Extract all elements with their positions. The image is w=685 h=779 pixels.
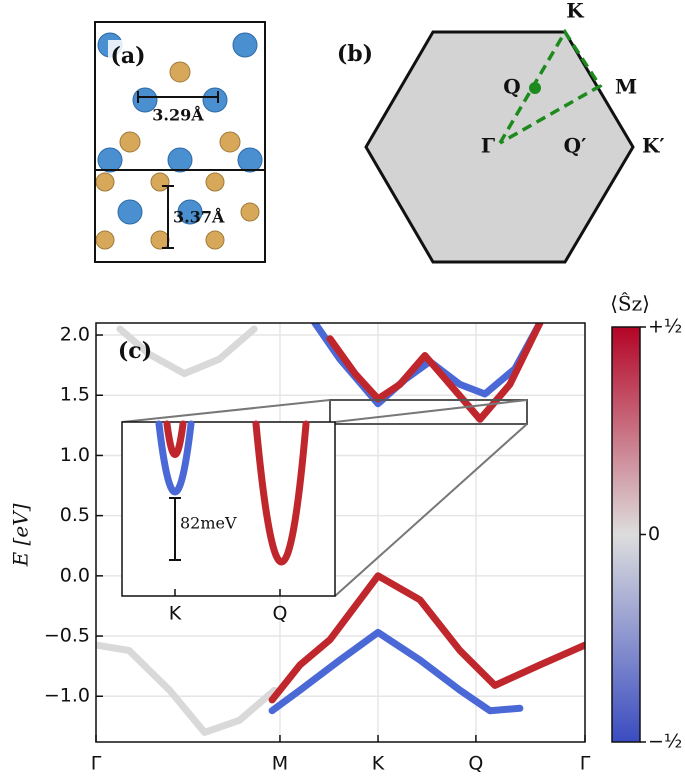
y-tick-label: −1.0 [44,685,90,707]
panel-label: (b) [337,41,373,67]
colorbar-tick-label: 0 [648,523,660,545]
lattice-label: 3.29Å [152,104,204,125]
y-tick-label: 0.0 [60,564,90,586]
x-tick-label: Γ [91,753,102,775]
y-tick-label: −0.5 [44,625,90,647]
x-tick-label: Γ [580,753,591,775]
colorbar-label: ⟨Ŝz⟩ [610,291,650,316]
band [268,572,585,704]
y-axis-label: E [eV] [9,503,33,567]
band [268,628,524,715]
colorbar [611,326,641,743]
colorbar-tick-label: −½ [648,731,682,753]
y-tick-label: 0.5 [60,504,90,526]
bz-label: M [615,75,637,99]
colorbar-tick-label: +½ [648,316,682,338]
bz-label: Γ [481,134,495,158]
scale-bar [162,185,174,249]
gap-label: 82meV [180,514,237,533]
colorbar-ticks: +½ 0 −½ [640,316,682,753]
axes: Γ M K Q Γ −1.0 −0.5 0.0 0.5 1.0 1.5 2.0 [44,322,591,775]
y-tick-label: 2.0 [60,324,90,346]
panel-label: (c) [118,338,152,364]
band [96,641,278,736]
inset-tick-label: Q [273,603,288,625]
panel-label: (a) [110,43,145,69]
plot-frame [95,322,586,743]
band [326,323,544,423]
band [116,325,258,378]
x-tick-label: K [372,753,385,775]
inset-tick-label: K [169,603,182,625]
hexagon [364,30,635,264]
q-point [529,82,541,94]
bands [96,323,585,736]
bz-label: K [566,0,584,23]
inset-bands [155,420,310,566]
zoom-box [329,399,528,425]
bz-label: Q′ [564,134,587,158]
thickness-label: 3.37Å [173,206,225,227]
scale-bar [137,91,219,103]
x-tick-label: Q [468,753,483,775]
bz-label: K′ [642,134,665,158]
zoom-connector [121,399,528,597]
y-tick-label: 1.5 [60,384,90,406]
x-tick-label: M [272,753,288,775]
gap-bar [169,497,181,561]
structure-frame [94,21,266,263]
bz-label: Q [503,75,520,99]
y-tick-label: 1.0 [60,444,90,466]
